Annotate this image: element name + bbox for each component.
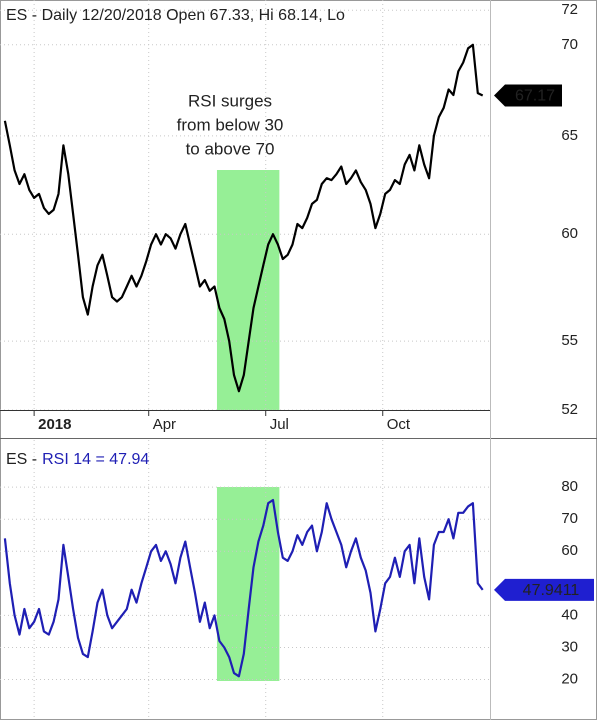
y-tick-label: 65 [561, 127, 578, 144]
y-tick-label: 40 [561, 606, 578, 623]
x-tick-label: 2018 [38, 416, 71, 433]
y-tick-label: 20 [561, 670, 578, 687]
y-tick-label: 72 [561, 1, 578, 18]
annotation: RSI surges [188, 91, 272, 110]
last-value-tag [494, 84, 562, 107]
y-tick-label: 70 [561, 510, 578, 527]
x-tick-label: Oct [387, 416, 411, 433]
y-tick-label: 55 [561, 332, 578, 349]
y-tick-label: 70 [561, 36, 578, 53]
y-tick-label: 80 [561, 478, 578, 495]
y-tick-label: 60 [561, 225, 578, 242]
series-line [3, 43, 484, 393]
highlight-region [216, 170, 280, 410]
last-value-tag [494, 578, 594, 601]
x-tick-label: Apr [153, 416, 176, 433]
y-tick-label: 60 [561, 542, 578, 559]
price-header: ES - Daily 12/20/2018 Open 67.33, Hi 68.… [6, 7, 345, 24]
annotation: from below 30 [177, 115, 284, 134]
rsi-prefix: ES - [6, 451, 37, 468]
annotation: to above 70 [186, 139, 275, 158]
y-tick-label: 30 [561, 638, 578, 655]
rsi-header: ES - RSI 14 = 47.94 [6, 451, 149, 468]
last-value-label: 47.9411 [523, 582, 580, 599]
y-tick-label: 52 [561, 401, 578, 418]
rsi-title: RSI 14 = 47.94 [42, 451, 149, 468]
last-value-label: 67.17 [515, 88, 555, 105]
series-line [3, 498, 484, 678]
x-tick-label: Jul [270, 416, 289, 433]
